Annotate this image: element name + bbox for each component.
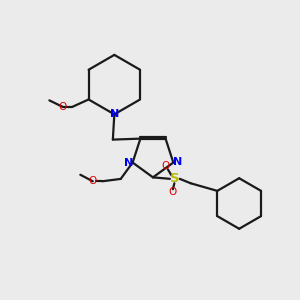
Text: N: N <box>110 109 119 119</box>
Text: N: N <box>124 158 133 168</box>
Text: O: O <box>169 187 177 197</box>
Text: O: O <box>58 102 67 112</box>
Text: S: S <box>169 172 179 185</box>
Text: O: O <box>161 161 169 171</box>
Text: N: N <box>173 157 182 167</box>
Text: O: O <box>89 176 97 186</box>
